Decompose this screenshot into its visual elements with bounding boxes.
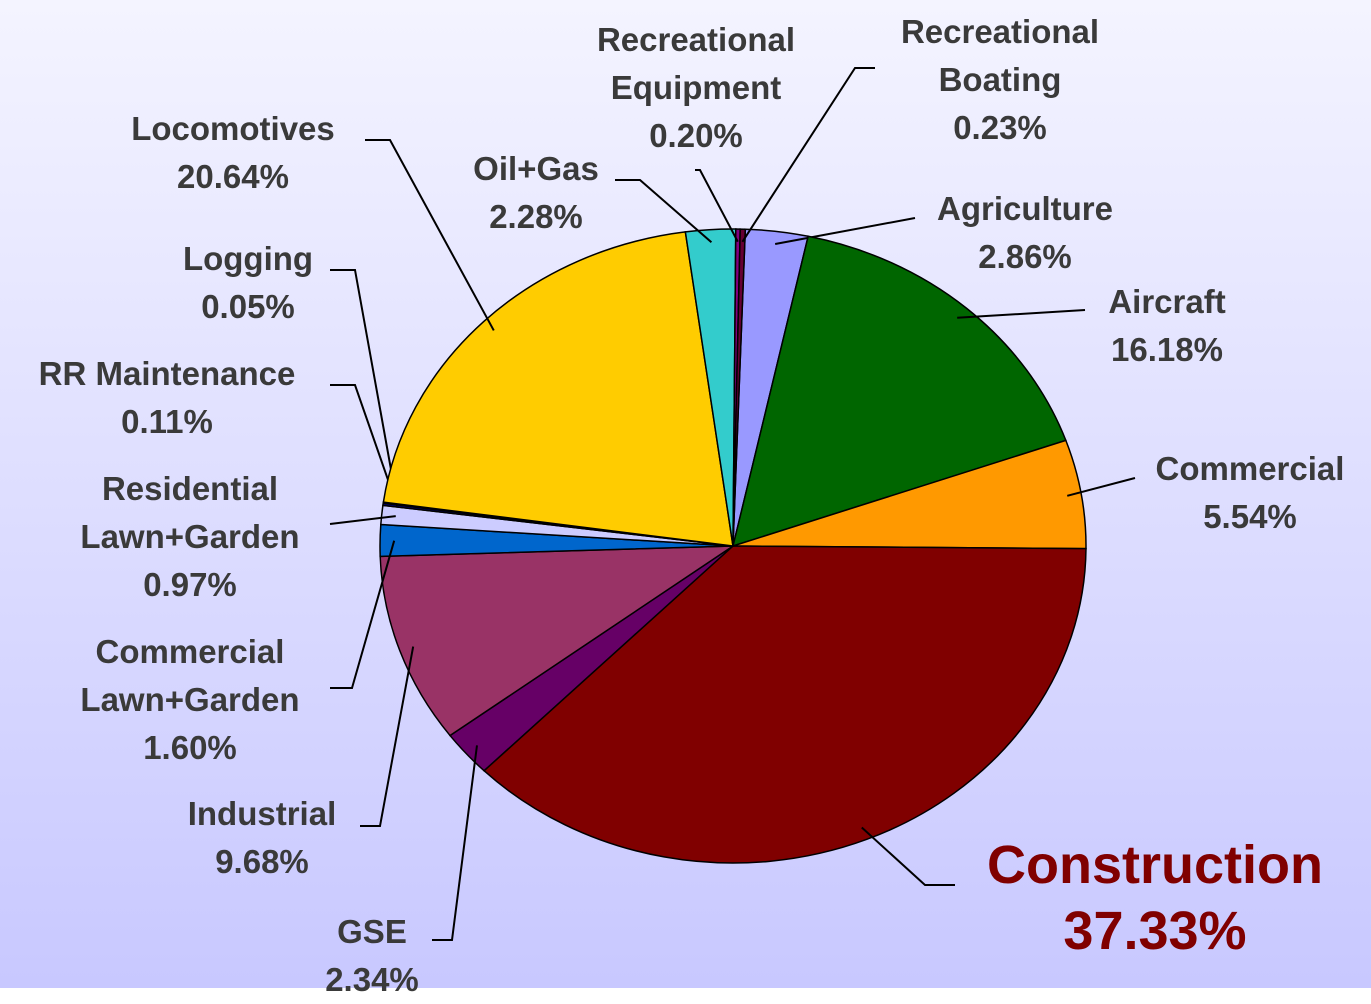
pie-slice — [482, 545, 1087, 864]
leader-line — [330, 540, 396, 689]
pie-slice — [732, 228, 747, 547]
leader-line — [330, 384, 399, 507]
slice-label: Logging 0.05% — [98, 235, 398, 331]
leader-line — [365, 139, 495, 331]
label-name: Recreational Equipment — [596, 21, 796, 106]
label-value: 9.68% — [215, 843, 309, 880]
slice-label: Construction 37.33% — [895, 832, 1371, 964]
slice-label: Agriculture 2.86% — [875, 185, 1175, 281]
leader-line — [615, 179, 713, 244]
label-value: 0.20% — [649, 117, 743, 154]
leader-line — [432, 745, 478, 941]
label-name: Recreational Boating — [900, 13, 1100, 98]
label-name: GSE — [337, 913, 407, 950]
slice-label: RR Maintenance 0.11% — [0, 350, 337, 446]
label-name: Locomotives — [131, 110, 335, 147]
slice-label: Recreational Equipment 0.20% — [566, 16, 826, 160]
leader-line — [330, 269, 399, 505]
label-name: Agriculture — [936, 190, 1114, 227]
label-value: 37.33% — [1063, 901, 1247, 961]
label-value: 0.11% — [121, 403, 213, 440]
leader-line — [1066, 477, 1136, 497]
label-value: 2.86% — [978, 238, 1072, 275]
slice-label: Commercial Lawn+Garden 1.60% — [40, 628, 340, 772]
pie-slice — [379, 545, 736, 737]
label-name: Oil+Gas — [473, 150, 599, 187]
label-name: Commercial Lawn+Garden — [80, 633, 300, 718]
leader-line — [329, 515, 396, 525]
slice-label: Aircraft 16.18% — [1017, 278, 1317, 374]
leader-line — [774, 217, 916, 246]
leader-line — [957, 309, 1086, 319]
slice-label: Recreational Boating 0.23% — [870, 8, 1130, 152]
leader-line — [695, 169, 739, 243]
pie-slice — [382, 231, 734, 547]
slice-label: GSE 2.34% — [222, 908, 522, 1004]
label-value: 2.28% — [489, 198, 583, 235]
leader-line — [360, 646, 415, 827]
label-name: Aircraft — [1108, 283, 1226, 320]
label-value: 0.97% — [143, 566, 237, 603]
leader-line — [861, 826, 955, 886]
label-name: Residential Lawn+Garden — [80, 470, 300, 555]
slice-label: Industrial 9.68% — [112, 790, 412, 886]
label-value: 2.34% — [325, 961, 419, 998]
label-value: 0.05% — [201, 288, 295, 325]
label-name: RR Maintenance — [38, 355, 296, 392]
label-value: 5.54% — [1203, 498, 1297, 535]
label-name: Commercial — [1155, 450, 1345, 487]
slice-label: Commercial 5.54% — [1100, 445, 1371, 541]
pie-slice — [731, 235, 1067, 548]
label-name: Construction — [987, 835, 1323, 895]
label-name: Logging — [182, 240, 314, 277]
label-value: 0.23% — [953, 109, 1047, 146]
leader-line — [741, 67, 875, 243]
label-value: 1.60% — [143, 729, 237, 766]
label-value: 16.18% — [1111, 331, 1223, 368]
slice-label: Residential Lawn+Garden 0.97% — [40, 465, 340, 609]
slice-label: Oil+Gas 2.28% — [386, 145, 686, 241]
slice-label: Locomotives 20.64% — [83, 105, 383, 201]
label-name: Industrial — [187, 795, 337, 832]
label-value: 20.64% — [177, 158, 289, 195]
